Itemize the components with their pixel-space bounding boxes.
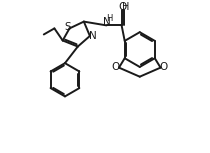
Text: H: H: [122, 2, 130, 12]
Text: S: S: [65, 22, 71, 32]
Text: O: O: [160, 62, 168, 72]
Text: N: N: [89, 31, 97, 41]
Text: N: N: [103, 17, 110, 27]
Text: O: O: [118, 2, 126, 12]
Text: H: H: [106, 14, 112, 23]
Text: O: O: [112, 62, 120, 72]
